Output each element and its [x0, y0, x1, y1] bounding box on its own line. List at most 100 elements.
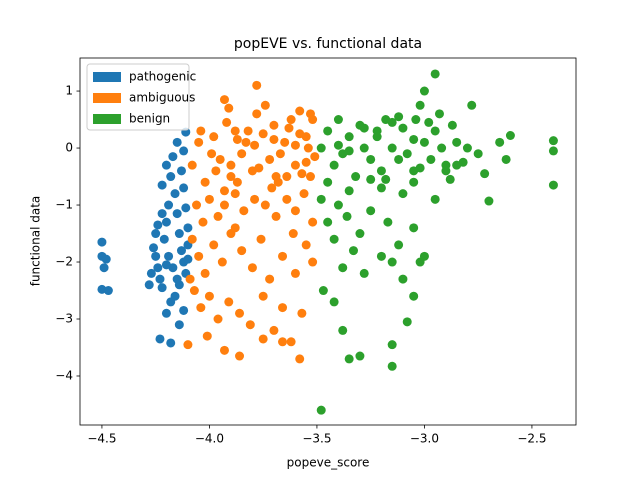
point — [290, 206, 300, 216]
point — [290, 160, 300, 170]
point — [209, 240, 219, 250]
point — [97, 237, 107, 247]
point — [308, 217, 318, 227]
point — [402, 149, 412, 159]
point — [445, 174, 455, 184]
point — [366, 206, 376, 216]
point — [480, 169, 490, 179]
point — [161, 217, 171, 227]
point — [295, 106, 305, 116]
point — [179, 183, 189, 193]
point — [176, 246, 186, 256]
point — [372, 132, 382, 142]
legend-swatch — [93, 72, 121, 82]
point — [308, 257, 318, 267]
y-tick-label: −2 — [55, 255, 73, 269]
point — [161, 260, 171, 270]
point — [452, 137, 462, 147]
point — [237, 149, 247, 159]
point — [409, 177, 419, 187]
point — [230, 126, 240, 136]
point — [219, 95, 229, 105]
x-tick-label: −3.5 — [302, 432, 331, 446]
point — [419, 251, 429, 261]
x-tick-label: −4.5 — [87, 432, 116, 446]
point — [548, 136, 558, 146]
point — [376, 251, 386, 261]
point — [434, 109, 444, 119]
point — [232, 134, 242, 144]
point — [258, 129, 268, 139]
point — [318, 286, 328, 296]
point — [172, 137, 182, 147]
point — [426, 154, 436, 164]
point — [290, 268, 300, 278]
point — [149, 243, 159, 253]
point — [224, 103, 234, 113]
point — [213, 211, 223, 221]
point — [151, 229, 161, 239]
point — [323, 126, 333, 136]
point — [239, 206, 249, 216]
point — [161, 308, 171, 318]
point — [265, 274, 275, 284]
point — [226, 160, 236, 170]
legend: pathogenic ambiguous benign — [86, 63, 196, 131]
point — [305, 109, 315, 119]
point — [168, 152, 178, 162]
point — [243, 126, 253, 136]
point — [290, 140, 300, 150]
point — [194, 251, 204, 261]
point — [355, 229, 365, 239]
point — [153, 263, 163, 273]
point — [359, 123, 369, 133]
point — [179, 146, 189, 156]
point — [172, 209, 182, 219]
point — [202, 331, 212, 341]
y-tick-label: 1 — [65, 84, 73, 98]
point — [209, 132, 219, 142]
point — [271, 172, 281, 182]
point — [183, 223, 193, 233]
point — [247, 263, 257, 273]
point — [146, 268, 156, 278]
point — [252, 109, 262, 119]
point — [226, 172, 236, 182]
point — [424, 117, 434, 127]
point — [166, 297, 176, 307]
point — [505, 131, 515, 141]
point — [179, 305, 189, 315]
point — [376, 166, 386, 176]
point — [467, 100, 477, 110]
point — [280, 137, 290, 147]
legend-label: ambiguous — [129, 91, 195, 105]
x-tick-label: −2.5 — [517, 432, 546, 446]
y-tick-label: −1 — [55, 198, 73, 212]
point — [200, 177, 210, 187]
point — [278, 337, 288, 347]
point — [295, 354, 305, 364]
point — [183, 340, 193, 350]
point — [219, 200, 229, 210]
point — [344, 186, 354, 196]
point — [224, 297, 234, 307]
point — [338, 263, 348, 273]
point — [415, 100, 425, 110]
point — [383, 217, 393, 227]
plot-area — [97, 69, 558, 415]
point — [269, 134, 279, 144]
point — [166, 172, 176, 182]
point — [430, 69, 440, 79]
point — [548, 146, 558, 156]
point — [316, 405, 326, 415]
point — [241, 137, 251, 147]
point — [333, 140, 343, 150]
legend-label: pathogenic — [129, 70, 196, 84]
point — [159, 234, 169, 244]
point — [161, 160, 171, 170]
point — [344, 132, 354, 142]
point — [260, 100, 270, 110]
point — [344, 146, 354, 156]
point — [387, 257, 397, 267]
point — [217, 257, 227, 267]
